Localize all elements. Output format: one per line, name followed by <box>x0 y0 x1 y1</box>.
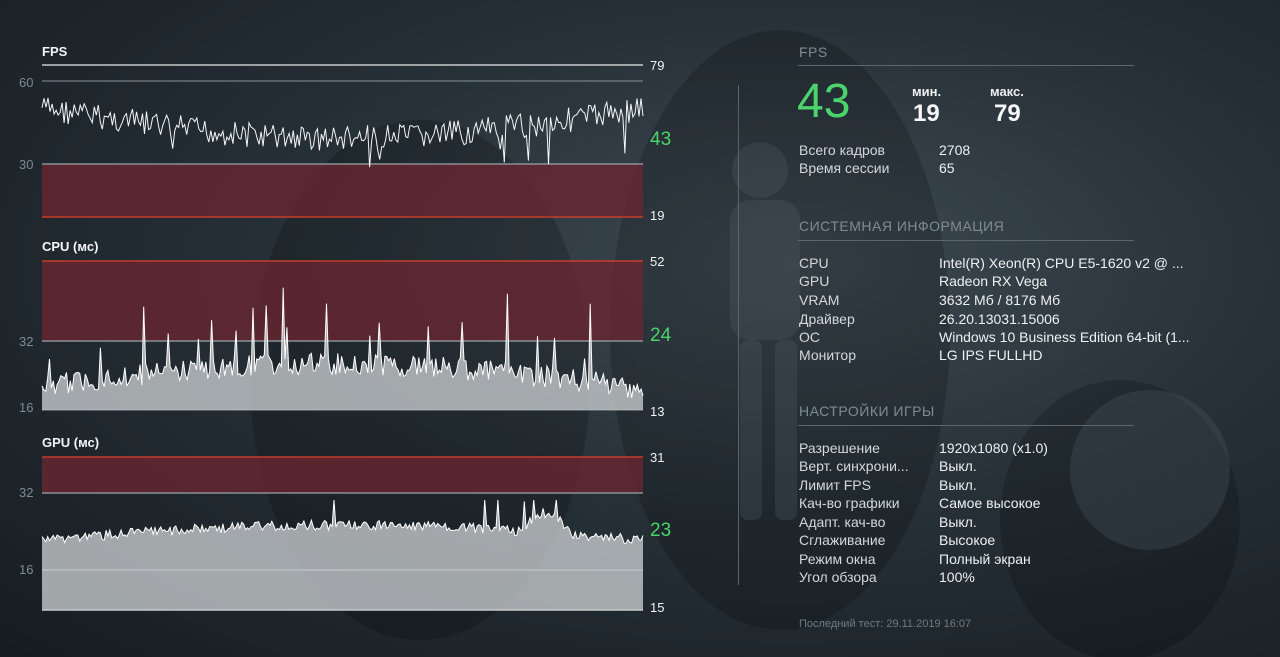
total-frames-label: Всего кадров <box>799 142 885 158</box>
cpu-axis-16: 16 <box>19 400 34 415</box>
setting-key: Верт. синхрони... <box>799 458 909 474</box>
sysinfo-key: GPU <box>799 273 830 289</box>
setting-key: Режим окна <box>799 551 876 567</box>
panel-divider <box>738 85 739 585</box>
session-time-value: 65 <box>939 160 955 176</box>
setting-key: Кач-во графики <box>799 495 900 511</box>
sysinfo-key: VRAM <box>799 292 840 308</box>
setting-value: Высокое <box>939 532 996 548</box>
cpu-series-area <box>42 287 643 410</box>
cpu-current-value: 24 <box>650 325 672 346</box>
gpu-max-value: 31 <box>650 450 665 465</box>
fps-min-value: 19 <box>650 208 665 223</box>
setting-value: Выкл. <box>939 477 977 493</box>
gpu-series-area <box>42 500 643 610</box>
setting-value: Самое высокое <box>939 495 1041 511</box>
sysinfo-value: 3632 Мб / 8176 Мб <box>939 292 1061 308</box>
gpu-axis-16: 16 <box>19 562 34 577</box>
setting-value: Выкл. <box>939 458 977 474</box>
fps-low-zone <box>42 164 643 217</box>
fps-section-rule <box>798 65 1134 66</box>
total-frames-value: 2708 <box>939 142 971 158</box>
sysinfo-value: Radeon RX Vega <box>939 273 1048 289</box>
setting-value: 100% <box>939 569 975 585</box>
performance-graphs <box>41 64 644 611</box>
sysinfo-key: ОС <box>799 329 820 345</box>
cpu-series-line <box>41 287 644 399</box>
sysinfo-key: Драйвер <box>799 311 855 327</box>
fps-min-label: мин. <box>912 84 942 99</box>
fps-axis-60: 60 <box>19 75 34 90</box>
fps-max-big: 79 <box>994 100 1021 127</box>
sysinfo-value: 26.20.13031.15006 <box>939 311 1060 327</box>
session-time-label: Время сессии <box>799 160 890 176</box>
setting-key: Лимит FPS <box>799 477 871 493</box>
sysinfo-key: Монитор <box>799 347 856 363</box>
gpu-graph-title: GPU (мс) <box>42 435 100 450</box>
fps-series-line <box>41 97 644 168</box>
game-settings-rule <box>798 425 1134 426</box>
sysinfo-value: Intel(R) Xeon(R) CPU E5-1620 v2 @ ... <box>939 255 1184 271</box>
fps-graph-title: FPS <box>42 44 68 59</box>
setting-value: 1920x1080 (x1.0) <box>939 440 1048 456</box>
fps-section-title: FPS <box>799 44 828 60</box>
gpu-series-line <box>41 499 644 544</box>
system-info-rule <box>798 240 1134 241</box>
setting-value: Выкл. <box>939 514 977 530</box>
setting-key: Угол обзора <box>799 569 877 585</box>
setting-key: Адапт. кач-во <box>799 514 886 530</box>
game-settings-title: НАСТРОЙКИ ИГРЫ <box>799 403 935 419</box>
fps-current-big: 43 <box>797 75 851 128</box>
sysinfo-value: LG IPS FULLHD <box>939 347 1043 363</box>
sysinfo-value: Windows 10 Business Edition 64-bit (1... <box>939 329 1190 345</box>
cpu-axis-32: 32 <box>19 334 34 349</box>
setting-value: Полный экран <box>939 551 1031 567</box>
gpu-min-value: 15 <box>650 600 665 615</box>
cpu-max-value: 52 <box>650 254 665 269</box>
gpu-high-zone <box>42 457 643 493</box>
fps-current-value: 43 <box>650 129 672 150</box>
sysinfo-key: CPU <box>799 255 829 271</box>
gpu-axis-32: 32 <box>19 485 34 500</box>
gpu-current-value: 23 <box>650 520 672 541</box>
cpu-high-zone <box>42 261 643 341</box>
fps-axis-30: 30 <box>19 157 34 172</box>
fps-min-big: 19 <box>913 100 940 127</box>
system-info-title: СИСТЕМНАЯ ИНФОРМАЦИЯ <box>799 218 1005 234</box>
fps-max-label: макс. <box>990 84 1024 99</box>
cpu-graph-title: CPU (мс) <box>42 239 99 254</box>
last-test-timestamp: Последний тест: 29.11.2019 16:07 <box>799 618 972 630</box>
fps-max-value: 79 <box>650 58 665 73</box>
cpu-min-value: 13 <box>650 404 665 419</box>
setting-key: Сглаживание <box>799 532 886 548</box>
setting-key: Разрешение <box>799 440 880 456</box>
